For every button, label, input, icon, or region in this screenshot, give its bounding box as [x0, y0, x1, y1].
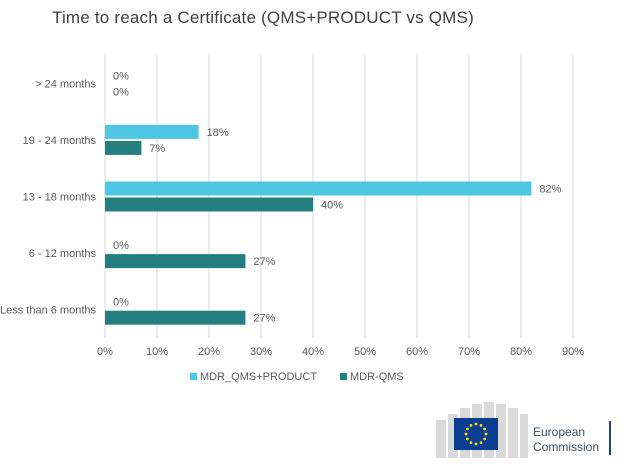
legend-swatch — [340, 373, 347, 380]
x-tick-label: 70% — [458, 346, 480, 358]
flag-star — [464, 432, 468, 436]
flag-star — [469, 423, 473, 427]
logo-line-2: Commission — [533, 440, 600, 454]
flag-star — [474, 442, 478, 446]
flag-star — [483, 437, 487, 441]
bar-MDR-QMS — [105, 310, 246, 325]
flag-star — [474, 422, 478, 426]
x-tick-label: 40% — [302, 346, 324, 358]
flag-star — [484, 432, 488, 436]
flag-star — [479, 441, 483, 445]
flag-star — [465, 427, 469, 431]
data-label: 40% — [321, 200, 343, 212]
data-label: 0% — [113, 240, 129, 252]
legend-label: MDR-QMS — [350, 371, 404, 383]
flag-star — [483, 427, 487, 431]
x-tick-label: 80% — [510, 346, 532, 358]
bar-MDR_QMS+PRODUCT — [105, 181, 532, 196]
bar-MDR_QMS+PRODUCT — [105, 124, 199, 139]
y-category-label: Less than 6 months — [0, 305, 96, 317]
flag-star — [479, 423, 483, 427]
data-label: 82% — [539, 184, 561, 196]
x-tick-label: 10% — [146, 346, 168, 358]
bar-MDR-QMS — [105, 254, 246, 269]
flag-star — [469, 441, 473, 445]
y-category-label: 6 - 12 months — [29, 248, 97, 260]
x-tick-label: 60% — [406, 346, 428, 358]
chart-title: Time to reach a Certificate (QMS+PRODUCT… — [52, 8, 474, 27]
bar-MDR-QMS — [105, 140, 142, 155]
data-label: 0% — [113, 70, 129, 82]
logo-line-1: European — [533, 425, 586, 439]
data-label: 0% — [113, 86, 129, 98]
data-label: 27% — [253, 256, 275, 268]
y-category-label: 13 - 18 months — [23, 192, 97, 204]
x-tick-label: 30% — [250, 346, 272, 358]
legend-label: MDR_QMS+PRODUCT — [200, 371, 317, 383]
ec-flag-icon — [436, 402, 528, 458]
x-tick-label: 90% — [562, 346, 584, 358]
bar-chart: 0% 10% 20% 30% 40% 50% 60% 70% 80% 90% > 24 months… — [0, 55, 584, 383]
x-tick-label: 50% — [354, 346, 376, 358]
y-category-label: > 24 months — [35, 78, 96, 90]
x-tick-label: 0% — [97, 346, 113, 358]
european-commission-logo — [432, 402, 623, 462]
y-category-label: 19 - 24 months — [23, 135, 97, 147]
data-label: 18% — [207, 127, 229, 139]
x-tick-label: 20% — [198, 346, 220, 358]
legend-swatch — [190, 373, 197, 380]
flag-star — [465, 437, 469, 441]
data-label: 27% — [253, 313, 275, 325]
data-label: 0% — [113, 297, 129, 309]
logo-text: European Commission — [533, 425, 599, 455]
logo-divider — [609, 421, 611, 455]
data-label: 7% — [149, 143, 165, 155]
bar-MDR-QMS — [105, 197, 313, 212]
